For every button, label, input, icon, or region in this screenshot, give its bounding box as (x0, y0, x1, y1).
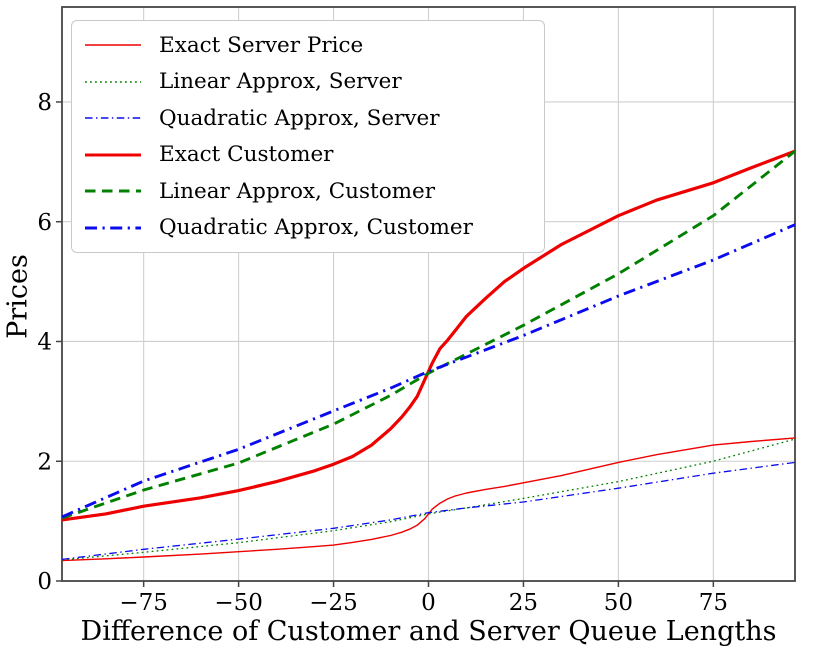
x-tick-label: 25 (509, 590, 538, 616)
legend-label: Quadratic Approx, Server (159, 105, 440, 131)
legend-line-solid-thin-red-icon (85, 44, 141, 46)
legend-item: Quadratic Approx, Customer (84, 210, 544, 246)
series-line-exact-server-price (61, 437, 796, 562)
legend-label: Linear Approx, Server (159, 69, 402, 94)
x-tick-label: −75 (119, 590, 168, 616)
series-line-linear-approx-server (61, 438, 796, 561)
series-line-quadratic-approx-customer (61, 223, 796, 519)
legend-item: Linear Approx, Customer (84, 173, 544, 209)
legend-line-dotted-thin-green-icon (85, 81, 141, 83)
y-tick-label: 0 (37, 569, 52, 595)
legend-item: Exact Customer (84, 137, 544, 173)
y-axis-label: Prices (2, 254, 34, 339)
y-tick-label: 6 (37, 210, 52, 236)
y-tick-label: 4 (37, 330, 52, 356)
legend-item: Linear Approx, Server (84, 64, 544, 100)
x-tick-label: −50 (214, 590, 263, 616)
series-line-linear-approx-customer (61, 149, 796, 520)
legend-label: Exact Server Price (159, 32, 364, 58)
y-tick-label: 8 (37, 90, 52, 116)
legend-item: Exact Server Price (84, 27, 544, 63)
legend-item: Quadratic Approx, Server (84, 100, 544, 136)
legend: Exact Server Price Linear Approx, Server… (71, 20, 545, 253)
legend-line-dashdot-thin-blue-icon (85, 117, 141, 119)
x-tick-label: 75 (699, 590, 728, 616)
y-tick-label: 2 (37, 449, 52, 475)
legend-line-dashdot-thick-blue-icon (85, 226, 141, 230)
legend-label: Linear Approx, Customer (159, 178, 436, 204)
x-tick-label: 0 (421, 590, 436, 616)
legend-label: Exact Customer (159, 142, 334, 167)
legend-line-dashed-thick-green-icon (85, 189, 141, 193)
x-tick-label: −25 (309, 590, 358, 616)
legend-label: Quadratic Approx, Customer (159, 215, 473, 240)
legend-line-solid-thick-red-icon (85, 153, 141, 157)
x-axis-label: Difference of Customer and Server Queue … (80, 616, 777, 647)
x-tick-label: 50 (604, 590, 633, 616)
series-line-quadratic-approx-server (61, 461, 796, 561)
